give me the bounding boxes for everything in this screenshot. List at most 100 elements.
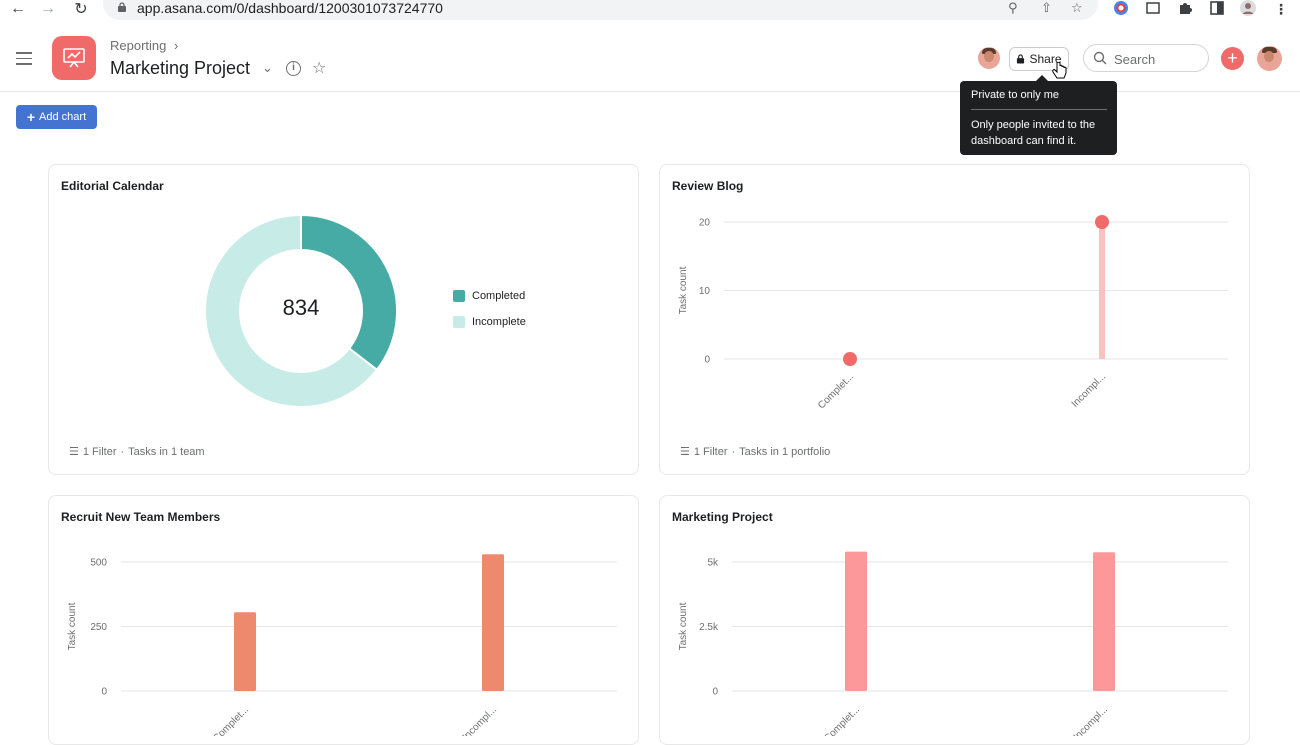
lock-icon — [118, 2, 126, 12]
pie-slice-0 — [300, 213, 398, 372]
lollipop-stem — [1099, 222, 1105, 359]
filter-count: 1 Filter — [693, 445, 728, 458]
screenshot-extension-icon[interactable] — [1145, 0, 1161, 16]
avatar[interactable] — [978, 47, 1000, 69]
share-tooltip: Private to only me Only people invited t… — [960, 75, 1117, 155]
y-tick-label: 0 — [712, 687, 718, 698]
legend-item[interactable]: Incomplete — [453, 316, 526, 328]
card-footer[interactable]: ☰ 1 Filter · Tasks in 1 team — [69, 445, 205, 459]
y-tick-label: 500 — [90, 558, 107, 569]
chevron-right-icon: › — [174, 38, 179, 53]
address-bar[interactable]: app.asana.com/0/dashboard/12003010737247… — [103, 0, 1098, 20]
user-avatar[interactable] — [1257, 46, 1282, 71]
donut-total: 834 — [282, 295, 320, 320]
browser-toolbar: ← → ↻ app.asana.com/0/dashboard/12003010… — [0, 0, 1300, 24]
star-icon[interactable]: ☆ — [312, 60, 327, 77]
arrow-right-icon[interactable]: → — [40, 0, 56, 17]
legend-label: Incomplete — [472, 316, 526, 328]
x-tick-label: Incompl... — [461, 704, 499, 736]
y-tick-label: 0 — [101, 687, 107, 698]
y-axis-title: Task count — [67, 602, 78, 650]
y-axis-title: Task count — [678, 266, 689, 314]
sidepanel-icon[interactable] — [1209, 0, 1225, 16]
chart-legend: Completed Incomplete — [453, 290, 526, 342]
card-title: Review Blog — [672, 179, 744, 193]
bookmark-star-icon[interactable]: ☆ — [1071, 0, 1083, 15]
quick-add-button[interactable]: + — [1221, 47, 1244, 70]
chart-card-editorial[interactable]: Editorial Calendar 834 Completed Incomple… — [48, 164, 639, 475]
arrow-left-icon[interactable]: ← — [10, 0, 26, 17]
hand-cursor-icon — [1052, 62, 1067, 79]
reload-icon[interactable]: ↻ — [74, 1, 88, 18]
bar — [845, 551, 867, 691]
lock-icon — [1017, 54, 1025, 64]
data-point — [1095, 215, 1109, 229]
filter-icon: ☰ — [69, 446, 79, 458]
filter-count: 1 Filter — [82, 445, 117, 458]
donut-chart — [204, 213, 398, 408]
bar — [1093, 552, 1115, 691]
card-footer[interactable]: ☰ 1 Filter · Tasks in 1 portfolio — [680, 445, 831, 459]
color-extension-icon[interactable] — [1113, 0, 1129, 16]
breadcrumb-reporting[interactable]: Reporting — [110, 38, 167, 53]
hamburger-icon[interactable] — [16, 52, 32, 65]
tooltip-title: Private to only me — [971, 89, 1060, 101]
bar-chart: 0 2.5k 5k Task count Complet... Incompl... — [678, 551, 1228, 736]
y-tick-label: 20 — [699, 218, 711, 229]
legend-swatch — [453, 316, 465, 328]
chart-card-review-blog[interactable]: Review Blog 0 10 20 Task count Complet... Inc… — [659, 164, 1250, 475]
y-axis-title: Task count — [678, 602, 689, 650]
legend-swatch — [453, 290, 465, 302]
card-title: Editorial Calendar — [61, 179, 164, 193]
tooltip-body: Only people invited to the dashboard can… — [971, 119, 1096, 147]
card-title: Marketing Project — [672, 510, 773, 524]
card-title: Recruit New Team Members — [61, 510, 221, 524]
breadcrumb[interactable]: Reporting › — [110, 38, 178, 53]
y-tick-label: 5k — [707, 558, 719, 569]
filter-scope: Tasks in 1 team — [128, 445, 205, 458]
chart-card-marketing[interactable]: Marketing Project 0 2.5k 5k Task count Compl… — [659, 495, 1250, 745]
x-tick-label: Complet... — [816, 371, 856, 411]
dashboard-project-icon — [52, 36, 96, 80]
filter-scope: Tasks in 1 portfolio — [739, 445, 831, 458]
add-chart-button[interactable]: + Add chart — [16, 105, 97, 129]
bar-chart: 0 250 500 Task count Complet... Incompl... — [67, 554, 617, 736]
bar — [482, 554, 504, 691]
url-text: app.asana.com/0/dashboard/12003010737247… — [137, 0, 443, 16]
bar — [234, 612, 256, 691]
info-icon[interactable]: i — [286, 61, 301, 76]
more-vert-icon[interactable]: ⋮ — [1274, 0, 1288, 17]
app-header: Reporting › Marketing Project ⌄ i ☆ Shar… — [0, 24, 1300, 92]
chart-card-recruit[interactable]: Recruit New Team Members 0 250 500 Task cou… — [48, 495, 639, 745]
footer-separator: · — [120, 445, 125, 458]
search-placeholder: Search — [1114, 52, 1156, 67]
profile-icon[interactable] — [1240, 0, 1256, 16]
page-title: Marketing Project — [110, 58, 251, 78]
search-input[interactable]: Search — [1083, 44, 1209, 72]
tooltip-divider — [971, 109, 1107, 110]
pie-slice-1 — [204, 213, 379, 408]
puzzle-icon[interactable] — [1177, 0, 1193, 16]
lollipop-chart: 0 10 20 Task count Complet... Incompl... — [678, 215, 1228, 411]
x-tick-label: Incompl... — [1070, 371, 1108, 409]
x-tick-label: Complet... — [211, 704, 251, 736]
search-icon — [1093, 51, 1107, 65]
share-label: Share — [1029, 52, 1062, 66]
footer-separator: · — [731, 445, 736, 458]
filter-icon: ☰ — [680, 446, 690, 458]
x-tick-label: Incompl... — [1072, 704, 1110, 736]
add-chart-label: Add chart — [39, 111, 87, 123]
plus-icon: + — [26, 109, 36, 125]
legend-label: Completed — [472, 290, 526, 302]
y-tick-label: 0 — [704, 355, 710, 366]
y-tick-label: 10 — [699, 286, 711, 297]
y-tick-label: 2.5k — [699, 622, 719, 633]
presentation-chart-icon — [63, 48, 85, 68]
zoom-icon[interactable]: ⚲ — [1008, 0, 1018, 15]
x-tick-label: Complet... — [822, 704, 862, 736]
share-page-icon[interactable]: ⇧ — [1041, 0, 1052, 15]
y-tick-label: 250 — [90, 622, 107, 633]
chevron-down-icon[interactable]: ⌄ — [262, 60, 273, 75]
legend-item[interactable]: Completed — [453, 290, 526, 302]
data-point — [843, 352, 857, 366]
